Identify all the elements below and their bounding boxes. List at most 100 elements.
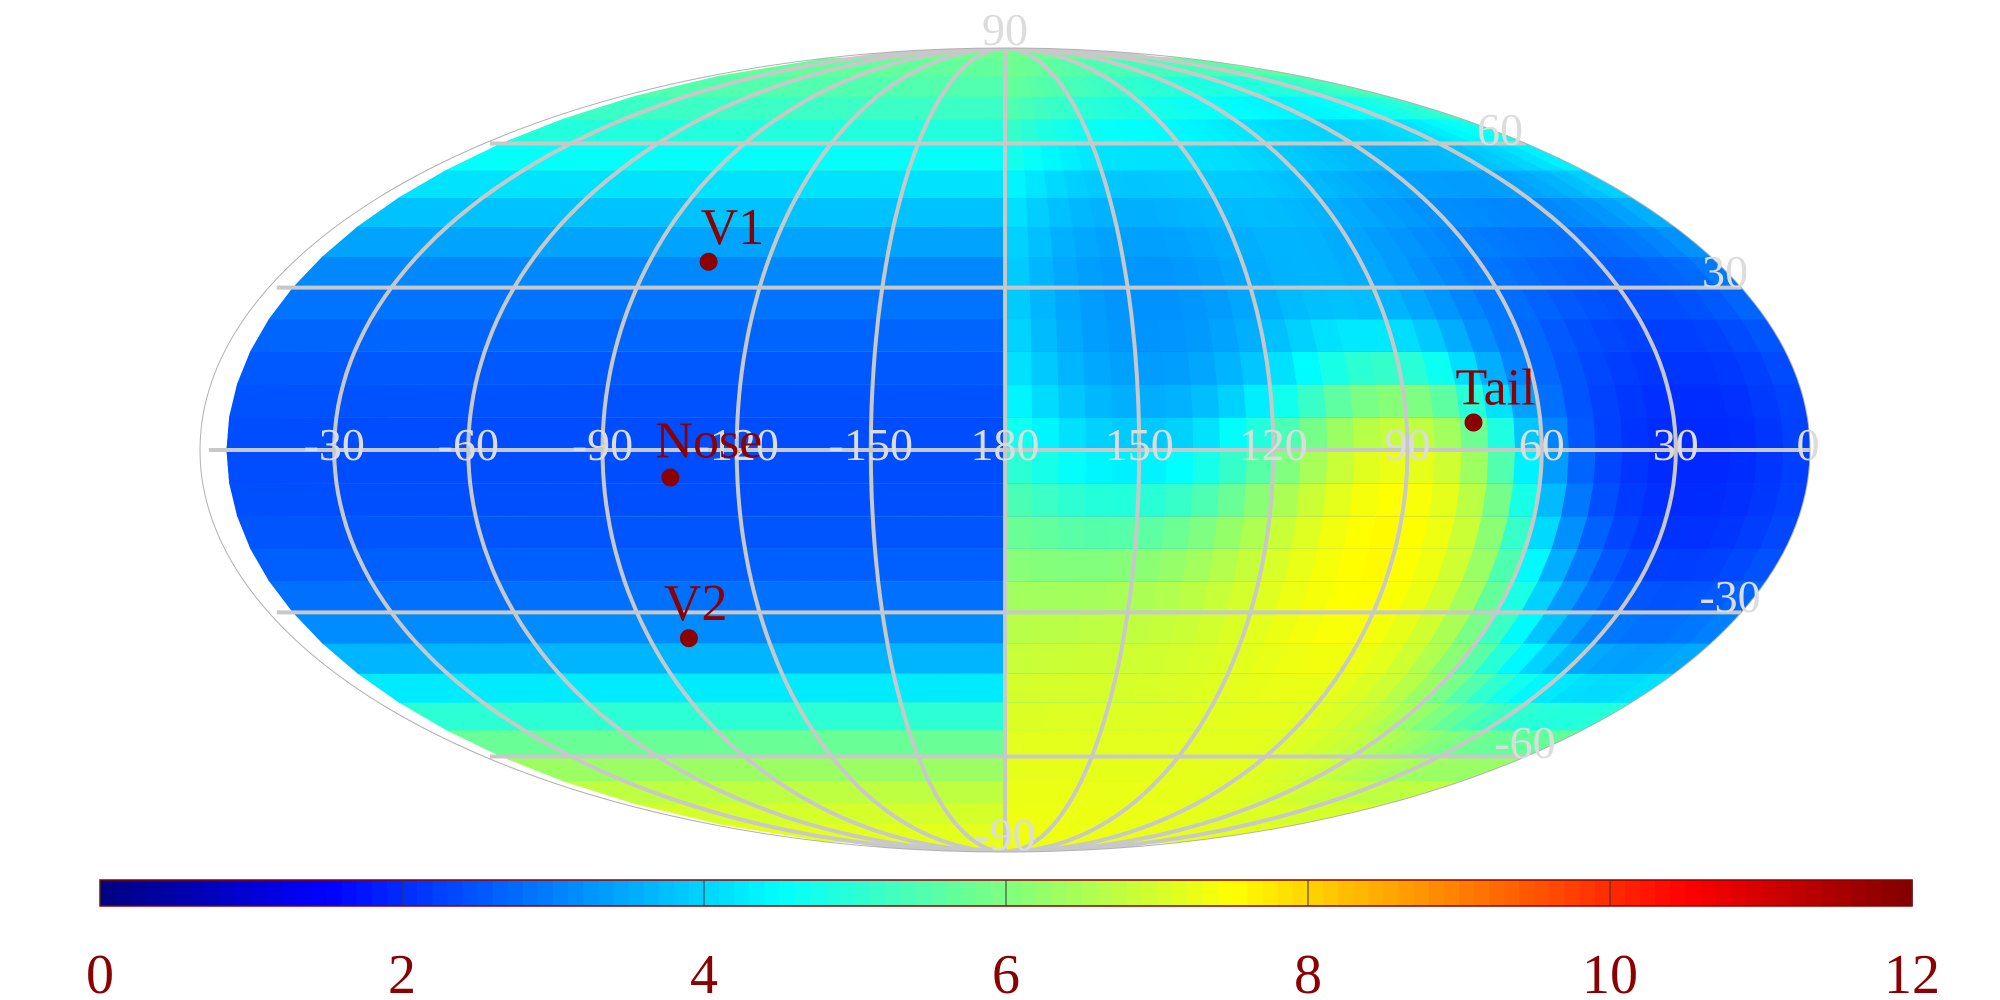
colorbar-segment: [1519, 880, 1536, 906]
heatmap-cell: [1046, 197, 1073, 227]
heatmap-cell: [1071, 226, 1100, 258]
heatmap-cell: [1078, 580, 1107, 613]
colorbar-tick-label: 8: [1294, 944, 1322, 1000]
colorbar-segment: [1459, 880, 1475, 906]
colorbar-segment: [386, 880, 403, 906]
colorbar-segment: [1745, 880, 1762, 906]
heatmap-cell: [1207, 318, 1240, 352]
colorbar-segment: [613, 880, 630, 906]
colorbar-tick-label: 12: [1884, 944, 1940, 1000]
heatmap-cell: [1029, 287, 1057, 320]
colorbar-segment: [326, 880, 343, 906]
heatmap-cell: [1023, 702, 1048, 731]
heatmap-cell: [1136, 482, 1166, 517]
colorbar-tick-labels: 0 2 4 6 8 10 12: [86, 944, 1940, 1000]
longitude-label: 150: [1105, 419, 1174, 470]
colorbar-segment: [1051, 880, 1068, 906]
heatmap-cell: [1004, 780, 1021, 805]
colorbar-segment: [1413, 880, 1430, 906]
heatmap-cell: [1049, 642, 1076, 674]
colorbar-segment: [1715, 880, 1732, 906]
colorbar-segment: [945, 880, 962, 906]
colorbar-segment: [1111, 880, 1128, 906]
heatmap-cell: [1163, 383, 1193, 418]
heatmap-cell: [1182, 548, 1214, 582]
heatmap-cell: [1726, 449, 1757, 484]
heatmap-cell: [1325, 449, 1355, 484]
colorbar-segment: [1896, 880, 1913, 906]
heatmap-cell: [1619, 416, 1650, 451]
heatmap-cell: [1322, 482, 1354, 517]
colorbar-segment: [885, 880, 902, 906]
colorbar-segment: [1655, 880, 1672, 906]
colorbar-segment: [1353, 880, 1370, 906]
longitude-label: 90: [1385, 419, 1431, 470]
colorbar-segment: [628, 880, 645, 906]
colorbar-segment: [1700, 880, 1717, 906]
heatmap-cell: [1481, 482, 1514, 517]
heatmap-cell: [1004, 256, 1030, 288]
heatmap-cell: [1156, 548, 1188, 582]
colorbar-segment: [220, 880, 237, 906]
heatmap-cell: [1269, 482, 1300, 517]
heatmap-cell: [1004, 642, 1029, 674]
heatmap-cell: [1004, 612, 1030, 644]
heatmap-cell: [1053, 287, 1082, 320]
colorbar-segment: [311, 880, 328, 906]
colorbar-segment: [145, 880, 162, 906]
marker-tail-label: Tail: [1456, 360, 1536, 417]
colorbar-segment: [673, 880, 690, 906]
heatmap-cell: [1004, 169, 1027, 198]
colorbar-segment: [719, 880, 735, 906]
heatmap-cell: [1486, 416, 1516, 451]
heatmap-cell: [1004, 580, 1031, 613]
heatmap-cell: [1212, 351, 1244, 385]
heatmap-cell: [1080, 318, 1110, 352]
colorbar-segment: [1383, 880, 1400, 906]
longitude-label: 0: [1797, 419, 1820, 470]
heatmap-cell: [1454, 482, 1487, 517]
colorbar-segment: [553, 880, 569, 906]
colorbar-segment: [734, 880, 751, 906]
heatmap-cell: [1031, 482, 1059, 517]
heatmap-cell: [1134, 515, 1165, 549]
heatmap-cell: [1004, 118, 1023, 144]
heatmap-cell: [1004, 515, 1032, 549]
colorbar-segment: [1806, 880, 1823, 906]
heatmap-cell: [1051, 256, 1079, 288]
colorbar-segment: [1443, 880, 1460, 906]
heatmap-cell: [1057, 482, 1086, 517]
colorbar-tick-label: 2: [388, 944, 416, 1000]
heatmap-cell: [1023, 169, 1048, 198]
heatmap-cell: [1269, 383, 1300, 418]
heatmap-cell: [1030, 515, 1059, 549]
colorbar-tick-label: 0: [86, 944, 114, 1000]
colorbar-segment: [281, 880, 298, 906]
heatmap-cell: [1031, 383, 1059, 418]
colorbar-segment: [235, 880, 252, 906]
colorbar-segment: [266, 880, 282, 906]
heatmap-cell: [1212, 515, 1244, 549]
heatmap-cell: [1566, 416, 1596, 451]
colorbar-segment: [749, 880, 766, 906]
heatmap-cell: [1075, 256, 1104, 288]
colorbar-segment: [1761, 880, 1777, 906]
heatmap-cell: [1028, 612, 1055, 644]
heatmap-cell: [1290, 351, 1323, 385]
colorbar-tick-label: 4: [690, 944, 718, 1000]
heatmap-cell: [1108, 351, 1138, 385]
heatmap-cell: [1058, 416, 1086, 451]
heatmap-cell: [1004, 383, 1033, 418]
colorbar-segment: [1217, 880, 1234, 906]
colorbar-segment: [1338, 880, 1355, 906]
heatmap-cell: [1004, 95, 1021, 120]
marker-v1-label: V1: [701, 199, 765, 256]
colorbar-segment: [1202, 880, 1219, 906]
heatmap-cell: [1186, 515, 1218, 549]
colorbar-segment: [447, 880, 464, 906]
colorbar-segment: [1579, 880, 1596, 906]
heatmap-cell: [1075, 612, 1104, 644]
heatmap-cell: [1619, 449, 1650, 484]
colorbar-segment: [839, 880, 856, 906]
